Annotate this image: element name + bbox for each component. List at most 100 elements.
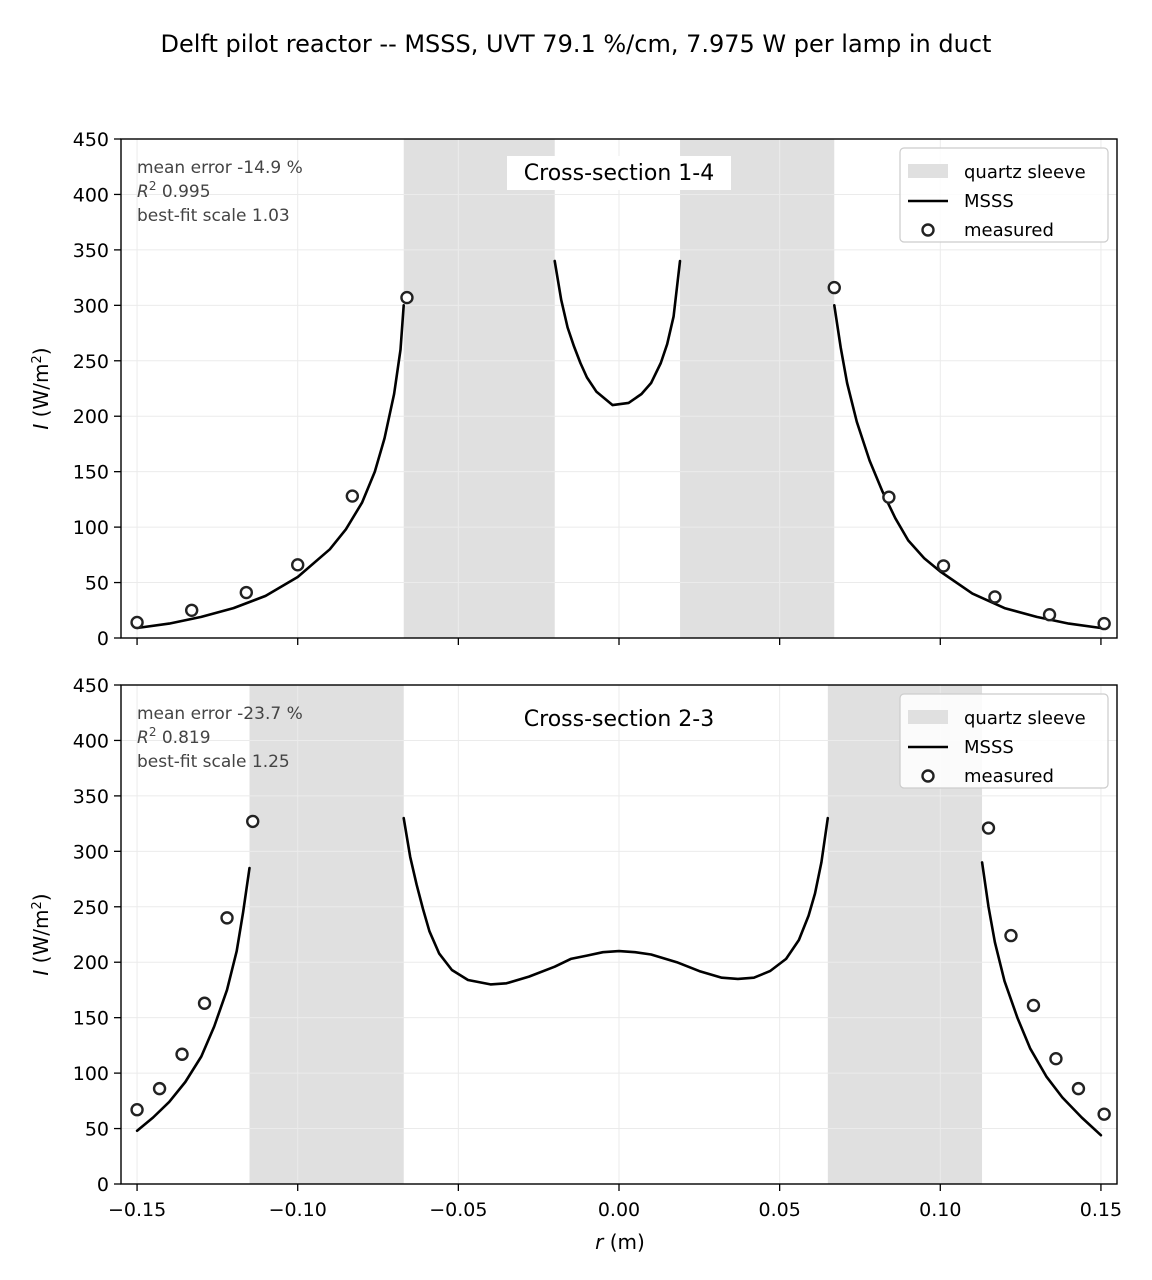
panel-cross-section-2-3: 0 50 100 150 200 250 300 350 400 450 −0.15 −0.10 −0.… bbox=[29, 675, 1122, 1221]
measured-point bbox=[130, 615, 144, 630]
y-tick-label: 400 bbox=[73, 730, 109, 752]
x-tick-label: 0.05 bbox=[758, 1199, 800, 1221]
measured-point bbox=[827, 280, 841, 295]
measured-point bbox=[1049, 1051, 1063, 1066]
msss-curves bbox=[135, 259, 1103, 630]
stats-mean-error: mean error -23.7 % bbox=[137, 704, 303, 724]
legend-entry-label: MSSS bbox=[964, 737, 1014, 758]
y-tick-label: 400 bbox=[73, 184, 109, 206]
legend-entry-label: MSSS bbox=[964, 191, 1014, 212]
y-axis-label-unit: (W/m bbox=[29, 364, 53, 424]
stats-r2: R2 0.995 bbox=[137, 179, 211, 202]
y-tick-label: 450 bbox=[73, 129, 109, 151]
measured-point bbox=[936, 559, 951, 573]
y-axis-label-var: I bbox=[29, 970, 53, 976]
measured-point bbox=[1097, 1107, 1111, 1121]
stats-r2-exp: 2 bbox=[149, 179, 157, 193]
x-tick-label: 0.15 bbox=[1080, 1199, 1122, 1221]
msss-curve-segment bbox=[402, 816, 830, 986]
y-tick-label: 350 bbox=[73, 240, 109, 262]
stats-r2-label: R bbox=[137, 728, 149, 748]
legend-swatch-sleeve bbox=[908, 164, 948, 178]
stats-mean-error: mean error -14.9 % bbox=[137, 158, 303, 178]
measured-point bbox=[184, 603, 199, 617]
stats-r2-value: 0.819 bbox=[156, 728, 210, 748]
msss-curve-segment bbox=[135, 866, 251, 1133]
panel-title: Cross-section 1-4 bbox=[524, 161, 714, 186]
figure-title: Delft pilot reactor -- MSSS, UVT 79.1 %/… bbox=[161, 30, 992, 58]
quartz-sleeve-band bbox=[249, 685, 404, 1184]
y-axis-label: I (W/m2) bbox=[29, 893, 53, 975]
measured-point bbox=[246, 814, 260, 829]
measured-point bbox=[197, 996, 212, 1010]
x-tick-label: −0.15 bbox=[108, 1199, 166, 1221]
measured-point bbox=[882, 490, 896, 504]
measured-point bbox=[220, 911, 234, 925]
y-tick-label: 100 bbox=[73, 1063, 109, 1085]
panel-title-bg bbox=[507, 156, 731, 190]
y-tick-label: 50 bbox=[85, 1119, 109, 1141]
y-axis-label-close: ) bbox=[29, 893, 53, 901]
measured-point bbox=[1026, 998, 1041, 1013]
stats-r2-label: R bbox=[137, 182, 149, 202]
y-tick-label: 450 bbox=[73, 675, 109, 697]
msss-curve-segment bbox=[980, 861, 1103, 1137]
y-tick-label: 250 bbox=[73, 351, 109, 373]
x-axis-label: r (m) bbox=[595, 1230, 645, 1254]
measured-point bbox=[1071, 1081, 1086, 1096]
measured-point bbox=[988, 590, 1002, 604]
y-tick-label: 50 bbox=[85, 573, 109, 595]
quartz-sleeve-band bbox=[403, 139, 555, 638]
measured-point bbox=[175, 1047, 189, 1061]
y-tick-label: 0 bbox=[97, 628, 109, 650]
x-tick-label: 0.10 bbox=[919, 1199, 961, 1221]
stats-r2: R2 0.819 bbox=[137, 725, 211, 748]
legend-swatch-measured bbox=[921, 769, 935, 783]
y-tick-label: 300 bbox=[73, 841, 109, 863]
y-tick-label: 150 bbox=[73, 1008, 109, 1030]
x-tick-label: 0.00 bbox=[598, 1199, 640, 1221]
quartz-sleeve-band bbox=[680, 139, 835, 638]
y-tick-label: 300 bbox=[73, 295, 109, 317]
y-axis-label-unit: (W/m bbox=[29, 910, 53, 970]
y-axis-label: I (W/m2) bbox=[29, 347, 53, 429]
legend-swatch-sleeve bbox=[908, 710, 948, 724]
y-axis-label-exp: 2 bbox=[30, 355, 45, 363]
y-axis-label-exp: 2 bbox=[30, 901, 45, 909]
measured-point bbox=[345, 489, 360, 503]
legend-box bbox=[899, 693, 1109, 789]
measured-point bbox=[291, 558, 305, 572]
measured-point bbox=[981, 821, 996, 835]
msss-curves bbox=[135, 816, 1103, 1137]
y-tick-label: 200 bbox=[73, 952, 109, 974]
stats-best-fit-scale: best-fit scale 1.03 bbox=[137, 206, 290, 226]
y-axis-label-close: ) bbox=[29, 347, 53, 355]
measured-point bbox=[152, 1081, 167, 1096]
stats-best-fit-scale: best-fit scale 1.25 bbox=[137, 752, 290, 772]
legend-entry-label: quartz sleeve bbox=[964, 708, 1086, 729]
msss-curve-segment bbox=[553, 259, 682, 407]
legend-entry-label: measured bbox=[964, 220, 1054, 241]
y-tick-label: 150 bbox=[73, 462, 109, 484]
y-tick-label: 250 bbox=[73, 897, 109, 919]
x-tick-label: −0.05 bbox=[429, 1199, 487, 1221]
measured-point bbox=[400, 290, 414, 305]
x-tick-label: −0.10 bbox=[269, 1199, 327, 1221]
measured-point bbox=[130, 1103, 144, 1117]
legend-swatch-measured bbox=[921, 223, 935, 237]
y-tick-label: 100 bbox=[73, 517, 109, 539]
panel-title: Cross-section 2-3 bbox=[524, 707, 714, 732]
legend-box bbox=[899, 147, 1109, 243]
stats-r2-value: 0.995 bbox=[156, 182, 210, 202]
legend-entry-label: measured bbox=[964, 766, 1054, 787]
measured-point bbox=[239, 585, 254, 600]
y-axis-label-var: I bbox=[29, 424, 53, 430]
y-tick-label: 350 bbox=[73, 786, 109, 808]
x-axis-label-unit: (m) bbox=[603, 1230, 644, 1254]
measured-point bbox=[1042, 608, 1057, 622]
legend-entry-label: quartz sleeve bbox=[964, 162, 1086, 183]
msss-curve-segment bbox=[135, 303, 406, 630]
x-axis-label-var: r bbox=[595, 1230, 605, 1254]
